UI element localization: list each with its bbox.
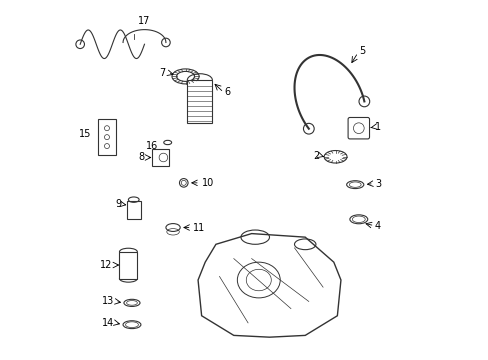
Text: 7: 7 — [160, 68, 165, 78]
Text: 9: 9 — [115, 199, 121, 209]
Text: 16: 16 — [145, 141, 158, 151]
Text: 12: 12 — [100, 260, 112, 270]
Text: 2: 2 — [313, 151, 319, 161]
Text: 14: 14 — [102, 318, 114, 328]
Text: 13: 13 — [102, 296, 114, 306]
Bar — [187, 80, 212, 123]
Text: 15: 15 — [79, 129, 91, 139]
Bar — [119, 252, 137, 279]
Text: 10: 10 — [201, 178, 213, 188]
Text: 1: 1 — [374, 122, 380, 132]
PathPatch shape — [198, 234, 340, 337]
Bar — [98, 119, 116, 155]
Text: 6: 6 — [224, 87, 230, 98]
Text: 5: 5 — [358, 46, 365, 57]
Text: 8: 8 — [138, 153, 144, 162]
Text: 17: 17 — [138, 17, 150, 26]
Bar — [151, 149, 169, 166]
FancyBboxPatch shape — [347, 117, 369, 139]
Text: 11: 11 — [192, 222, 204, 233]
Text: 4: 4 — [374, 221, 380, 231]
Bar — [126, 202, 141, 219]
Text: 3: 3 — [374, 179, 380, 189]
